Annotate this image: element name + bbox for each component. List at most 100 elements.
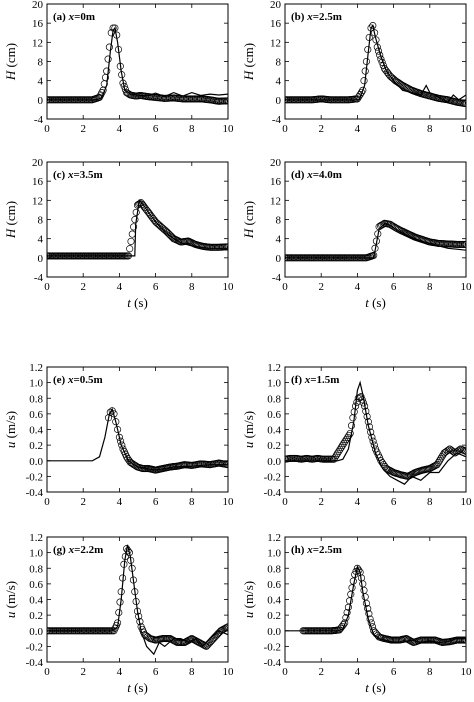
y-axis-label-var: u	[3, 441, 18, 448]
data-point	[432, 461, 440, 469]
x-tick-label: 10	[461, 496, 473, 508]
data-point	[342, 614, 350, 622]
data-point	[349, 577, 357, 585]
y-tick-label: 4	[38, 76, 44, 88]
y-tick-label: 1.0	[29, 378, 43, 390]
data-point	[370, 251, 378, 259]
data-point	[161, 226, 169, 234]
data-point	[205, 640, 213, 648]
plot-frame	[284, 3, 467, 120]
data-point	[116, 598, 124, 606]
y-tick-label: 0.4	[29, 425, 43, 437]
data-point	[366, 615, 374, 623]
data-point	[374, 230, 382, 238]
panel-h: 0 2 4 6 8 10 -0.4 -0.2 0.0 0.2 0.4 0.6 0.8 1.0 1.2 (h) …	[241, 532, 472, 695]
y-tick-label: 8	[276, 215, 282, 227]
x-tick-label: 8	[427, 281, 433, 293]
data-point	[116, 62, 124, 70]
data-point	[154, 220, 162, 228]
y-tick-label: 0.0	[267, 626, 281, 638]
data-point	[164, 229, 172, 237]
data-point	[355, 93, 363, 101]
data-point	[285, 455, 289, 463]
data-point	[369, 22, 377, 30]
x-tick-label: 10	[223, 281, 235, 293]
y-tick-label: 16	[270, 18, 282, 30]
x-axis-label-var: t	[127, 680, 131, 695]
panel-label-var: x	[67, 169, 74, 181]
y-tick-label: 0.4	[29, 595, 43, 607]
y-tick-label: 1.2	[267, 362, 281, 374]
x-tick-label: 6	[391, 666, 397, 678]
data-point	[334, 449, 342, 457]
data-point	[341, 437, 349, 445]
x-tick-label: 8	[189, 123, 195, 135]
data-point	[360, 586, 368, 594]
panel-label-prefix: (c)	[53, 169, 68, 181]
data-point	[343, 608, 351, 617]
y-tick-label: -0.4	[26, 657, 44, 669]
panel-label-prefix: (f)	[291, 374, 305, 386]
data-point	[166, 231, 174, 239]
data-point	[357, 393, 365, 401]
data-point	[361, 402, 369, 410]
panel-label-prefix: (g)	[53, 544, 69, 556]
x-tick-label: 10	[223, 123, 235, 135]
series-line	[47, 407, 228, 471]
data-point	[152, 218, 160, 226]
data-point	[347, 422, 356, 430]
data-point	[103, 67, 111, 75]
y-tick-label: 4	[276, 76, 282, 88]
y-axis-label-unit: (cm)	[241, 201, 256, 229]
x-tick-label: 6	[153, 123, 159, 135]
data-point	[363, 412, 371, 421]
data-point	[383, 68, 391, 76]
data-point	[381, 65, 389, 73]
x-tick-label: 4	[355, 496, 361, 508]
data-point	[332, 451, 340, 459]
x-tick-label: 10	[223, 666, 235, 678]
y-tick-label: 8	[276, 57, 282, 69]
data-point	[131, 588, 139, 596]
data-point	[125, 549, 133, 557]
panel-g: 0 2 4 6 8 10 -0.4 -0.2 0.0 0.2 0.4 0.6 0.8 1.0 1.2 (g) …	[3, 532, 234, 695]
panel-label-value: =0.5m	[73, 374, 102, 386]
data-point	[224, 243, 228, 251]
y-tick-label: 8	[38, 57, 44, 69]
data-point	[341, 619, 349, 627]
data-point	[124, 89, 132, 97]
y-axis-label: H (cm)	[3, 43, 18, 81]
panel-label: (c) x=3.5m	[53, 169, 103, 181]
y-tick-label: 0.4	[267, 425, 281, 437]
data-point	[361, 593, 369, 601]
data-point	[117, 437, 125, 445]
x-tick-label: 10	[461, 123, 473, 135]
y-tick-label: -0.2	[26, 641, 43, 653]
y-tick-label: 1.2	[29, 532, 43, 544]
y-tick-label: -0.4	[264, 487, 282, 499]
data-point	[367, 24, 375, 32]
x-tick-label: 6	[153, 496, 159, 508]
plot-frame	[46, 161, 229, 278]
data-point	[364, 418, 372, 426]
data-point	[391, 77, 399, 85]
data-point	[368, 433, 376, 441]
x-tick-label: 6	[153, 281, 159, 293]
data-point	[360, 77, 368, 85]
data-point	[373, 43, 381, 51]
data-point	[114, 45, 123, 54]
data-point	[435, 457, 444, 465]
y-tick-label: 0	[276, 95, 282, 107]
data-point	[356, 568, 364, 576]
x-axis-label-var: t	[365, 295, 369, 310]
plot-frame	[284, 161, 467, 278]
data-point	[364, 605, 372, 613]
x-tick-label: 8	[427, 666, 433, 678]
y-axis-label: u (m/s)	[241, 581, 256, 618]
x-axis-label-unit: (s)	[369, 680, 386, 695]
data-point	[376, 51, 384, 59]
data-point	[130, 223, 138, 231]
y-tick-label: 4	[276, 234, 282, 246]
y-tick-label: 0.8	[267, 393, 281, 405]
panel-label-value: =2.5m	[313, 544, 342, 556]
